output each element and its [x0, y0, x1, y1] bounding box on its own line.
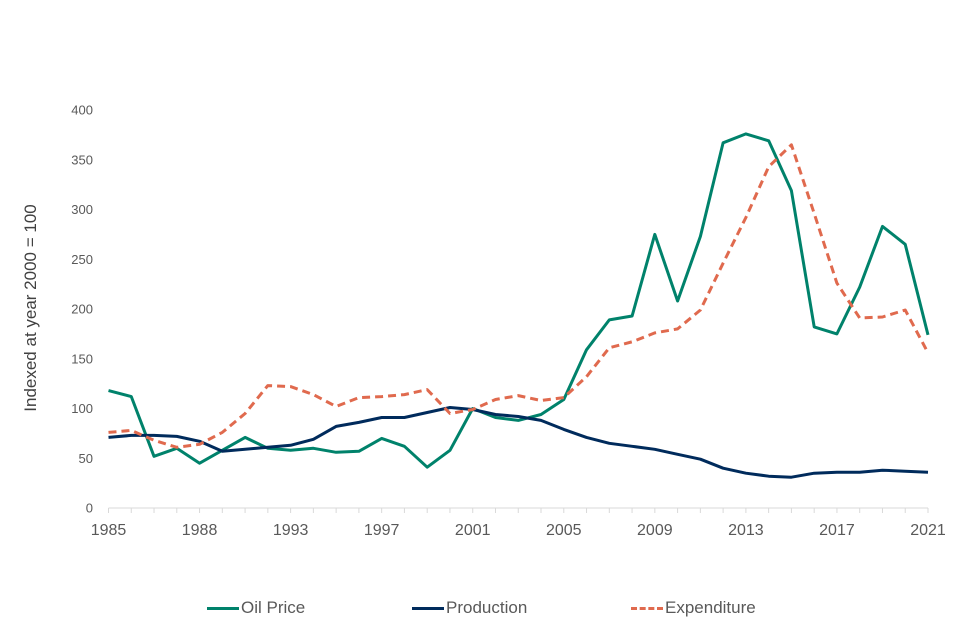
series-line-production	[108, 406, 929, 479]
series-line-oil-price	[108, 132, 930, 469]
legend: Oil Price Production Expenditure	[0, 596, 960, 620]
y-axis-title: Indexed at year 2000 = 100	[21, 204, 40, 411]
x-tick-label: 1988	[182, 522, 218, 539]
y-tick-label: 0	[86, 501, 93, 516]
legend-label-production: Production	[446, 598, 528, 617]
legend-item-oil-price[interactable]: Oil Price	[207, 596, 305, 620]
x-tick-label: 2005	[546, 522, 582, 539]
x-tick-label: 2017	[819, 522, 855, 539]
x-tick-label: 1993	[273, 522, 309, 539]
x-tick-label: 1985	[91, 522, 127, 539]
x-tick-label: 2009	[637, 522, 673, 539]
y-tick-label: 250	[71, 252, 93, 267]
legend-swatch-oil-price	[207, 606, 239, 610]
y-tick-label: 300	[71, 202, 93, 217]
y-tick-label: 150	[71, 351, 93, 366]
x-tick-label: 2021	[910, 522, 946, 539]
series-layer	[108, 132, 930, 479]
legend-swatch-expenditure	[631, 606, 663, 610]
x-tick-label: 2001	[455, 522, 491, 539]
x-axis: 1985 1988 1993 1997 2001 2005 2009 2013 2017 2021	[91, 507, 946, 539]
x-tick-label: 1997	[364, 522, 400, 539]
legend-item-expenditure[interactable]: Expenditure	[631, 596, 756, 620]
legend-swatch-production	[412, 606, 444, 610]
legend-item-production[interactable]: Production	[412, 596, 527, 620]
y-tick-label: 350	[71, 152, 93, 167]
legend-label-oil-price: Oil Price	[241, 598, 306, 617]
y-axis: 0 50 100 150 200 250 300 350 400	[71, 103, 93, 516]
series-line-expenditure	[108, 143, 930, 449]
y-tick-label: 50	[79, 451, 93, 466]
legend-label-expenditure: Expenditure	[665, 598, 756, 617]
y-tick-label: 200	[71, 302, 93, 317]
y-tick-label: 400	[71, 103, 93, 118]
x-tick-label: 2013	[728, 522, 764, 539]
y-tick-label: 100	[71, 401, 93, 416]
